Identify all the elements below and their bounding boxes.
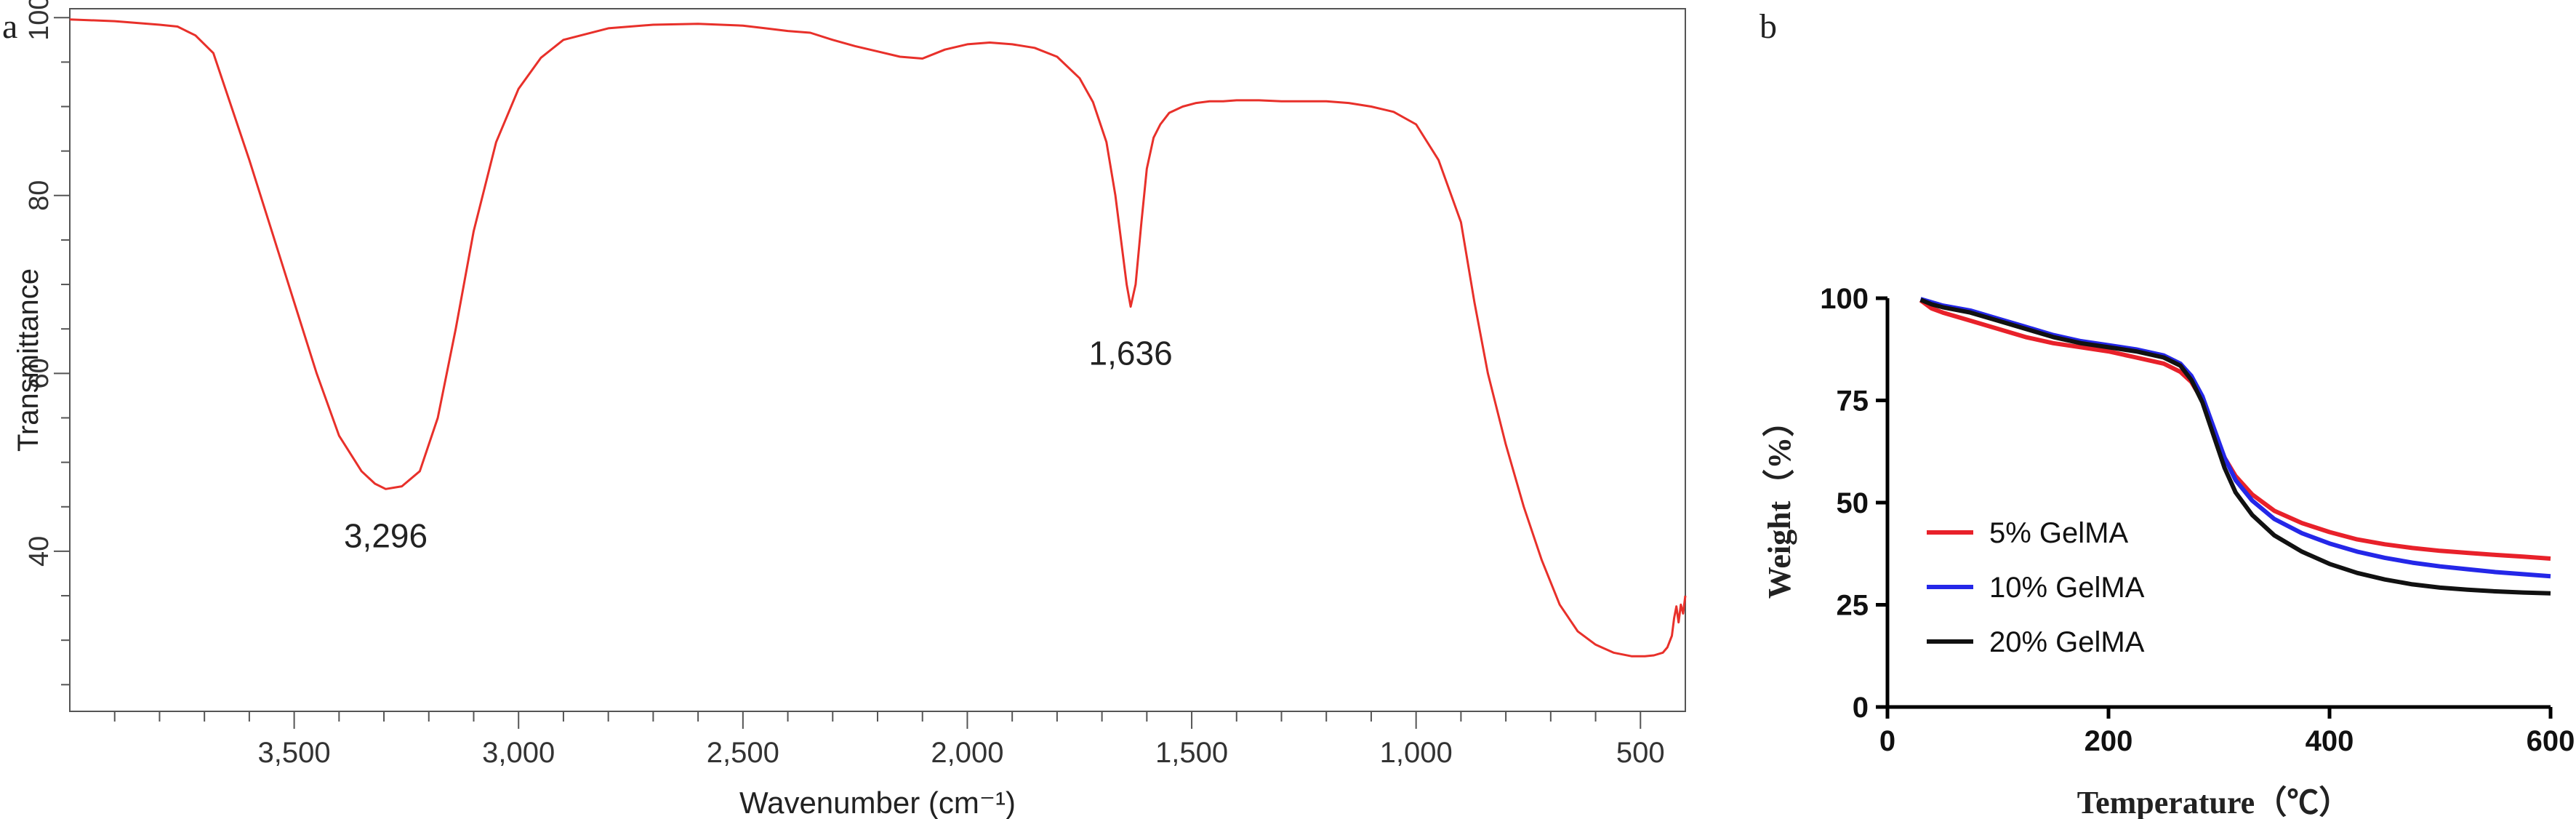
panel-a-series-line: [69, 18, 1687, 658]
panel-b-x-tick-label: 600: [2527, 725, 2575, 757]
panel-b-ticks: 0 200 400 600 0 25 50 75 100: [1820, 283, 2575, 757]
panel-b-y-tick-label: 75: [1837, 385, 1869, 418]
panel-a-x-axis-label: Wavenumber (cm⁻¹): [739, 786, 1016, 819]
panel-a-x-tick-label: 3,500: [258, 737, 331, 769]
panel-b-x-axis-label: Temperature（℃）: [2077, 785, 2351, 819]
panel-a-peak-annotation: 1,636: [1089, 335, 1173, 372]
panel-b-legend-label: 5% GelMA: [1989, 517, 2128, 549]
panel-a-y-tick-label: 80: [24, 180, 55, 211]
panel-b-y-tick-label: 100: [1820, 283, 1869, 315]
panel-b-y-tick-label: 50: [1837, 487, 1869, 519]
panel-a-series: [69, 18, 1687, 658]
panel-b-y-axis-label: Weight（%）: [1762, 405, 1797, 599]
panel-a-x-tick-label: 1,500: [1155, 737, 1228, 769]
panel-a-ftir-chart: a 3,500 3,000 2,500 2,000 1,500 1,000 500 40 60 8…: [2, 0, 1687, 819]
panel-a-peak-annotation: 3,296: [344, 516, 428, 554]
panel-a-annotations: 3,296 1,636: [344, 335, 1173, 555]
panel-a-x-tick-label: 500: [1616, 737, 1665, 769]
panel-a-x-tick-label: 2,500: [707, 737, 779, 769]
panel-b-x-tick-label: 400: [2306, 725, 2354, 757]
panel-a-y-tick-label: 60: [24, 358, 55, 388]
panel-a-y-tick-label: 100: [24, 0, 55, 41]
panel-b-legend: 5% GelMA 10% GelMA 20% GelMA: [1927, 517, 2145, 658]
panel-b-y-tick-label: 0: [1853, 692, 1869, 724]
panel-a-x-tick-label: 1,000: [1380, 737, 1453, 769]
panel-a-x-tick-label: 3,000: [482, 737, 555, 769]
panel-b-legend-label: 20% GelMA: [1989, 626, 2145, 658]
panel-b-series: [1919, 297, 2551, 596]
panel-a-ticks: 3,500 3,000 2,500 2,000 1,500 1,000 500 40 60 80 1…: [24, 0, 1665, 769]
panel-b-legend-label: 10% GelMA: [1989, 572, 2145, 604]
panel-b-y-tick-label: 25: [1837, 590, 1869, 622]
panel-b-x-tick-label: 0: [1879, 725, 1895, 757]
panel-b-label: b: [1760, 7, 1777, 46]
panel-b-tga-chart: b 0 200 400 600 0 25 50 75 100 5% GelMA 10% GelMA…: [1760, 7, 2575, 819]
panel-b-series-line: [1919, 297, 2551, 596]
panel-a-label: a: [2, 7, 17, 46]
panel-a-y-axis-label: Transmittance: [12, 268, 44, 452]
panel-b-x-tick-label: 200: [2085, 725, 2133, 757]
panel-a-y-tick-label: 40: [24, 536, 55, 567]
panel-a-x-tick-label: 2,000: [931, 737, 1003, 769]
